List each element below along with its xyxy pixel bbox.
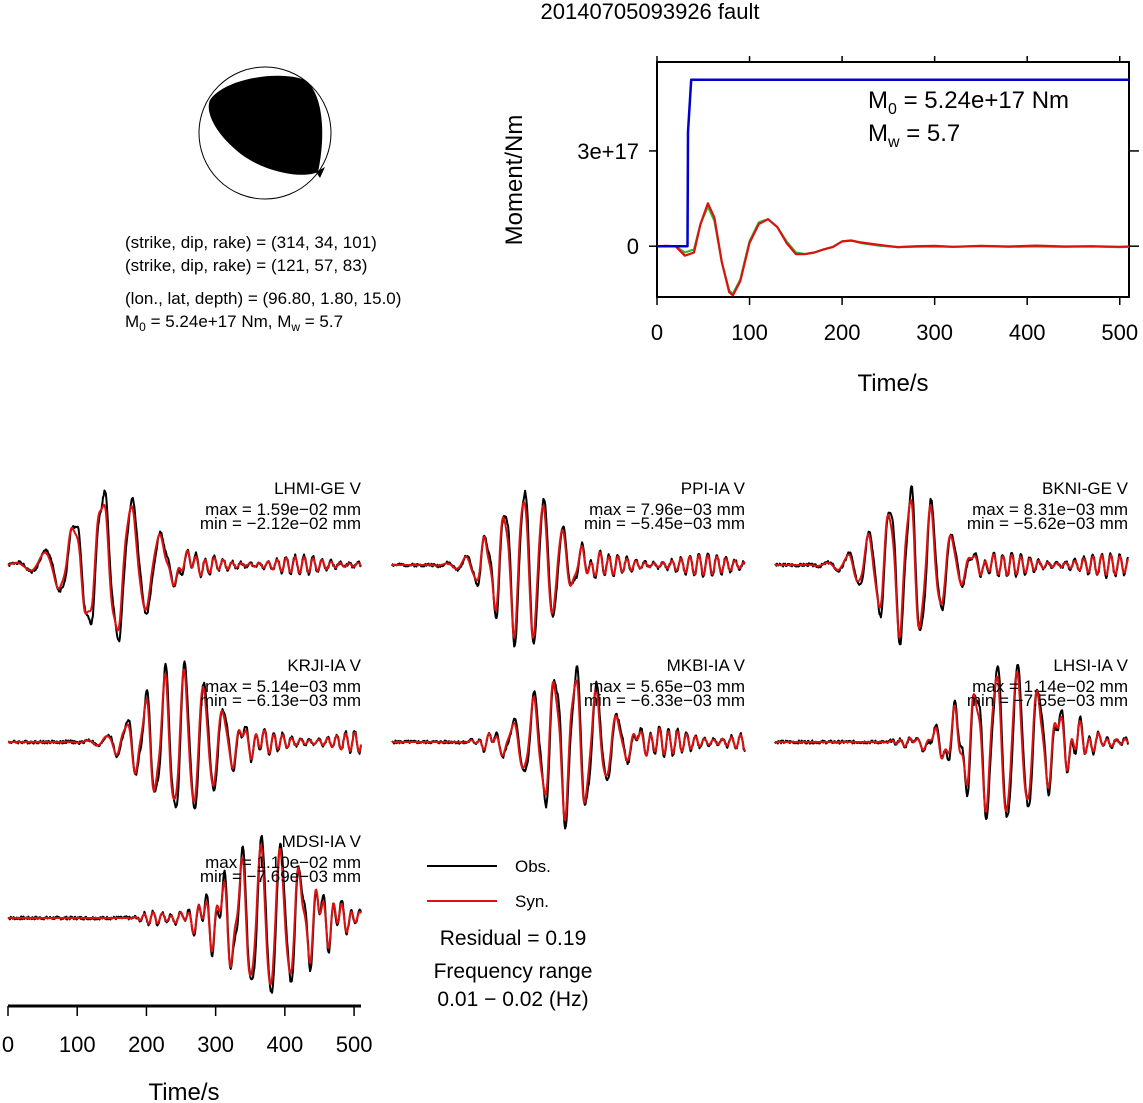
synthetic-trace [7,503,362,632]
station-min: min = −7.69e−03 mm [200,867,361,886]
waveform-xtick-label: 300 [197,1032,234,1057]
waveform-time-axis: 0 100 200 300 400 500 [2,1004,373,1057]
synthetic-trace [391,679,746,821]
moment-magnitude-summary: M0 = 5.24e+17 Nm, Mw = 5.7 [125,312,343,334]
moment-ylabel: Moment/Nm [501,115,528,246]
moment-xtick-label: 100 [731,320,768,345]
station-max: max = 1.10e−02 mm [205,853,361,872]
station-name: LHMI-GE V [274,479,362,498]
nodal-plane-2: (strike, dip, rake) = (121, 57, 83) [125,256,367,275]
station-min: min = −6.13e−03 mm [200,691,361,710]
station-name: MDSI-IA V [282,832,362,851]
station-max: max = 1.59e−02 mm [205,500,361,519]
moment-series-rate_green [657,205,1130,295]
moment-mw-annotation: Mw = 5.7 [868,120,960,151]
focal-mechanism-beachball [198,66,332,200]
waveform-xtick-label: 200 [128,1032,165,1057]
waveform-xlabel: Time/s [148,1079,219,1103]
station-name: LHSI-IA V [1053,656,1128,675]
synthetic-trace [391,501,746,639]
moment-ytick-label: 3e+17 [577,139,639,164]
station-name: KRJI-IA V [287,656,361,675]
moment-axes: 0 100 200 300 400 500 0 3e+17 [577,56,1139,345]
moment-series [656,78,1130,297]
station-name: BKNI-GE V [1042,479,1129,498]
moment-xtick-label: 200 [824,320,861,345]
station-max: max = 7.96e−03 mm [589,500,745,519]
station-min: min = −2.12e−02 mm [200,514,361,533]
event-location: (lon., lat, depth) = (96.80, 1.80, 15.0) [125,289,401,308]
station-max: max = 1.14e−02 mm [972,677,1128,696]
synthetic-trace [7,668,362,803]
residual-value: Residual = 0.19 [440,927,587,950]
station-max: max = 5.14e−03 mm [205,677,361,696]
station-max: max = 5.65e−03 mm [589,677,745,696]
station-name: PPI-IA V [681,479,746,498]
nodal-plane-1: (strike, dip, rake) = (314, 34, 101) [125,233,377,252]
legend-synthetic-label: Syn. [515,892,549,911]
synthetic-trace [774,671,1129,813]
moment-xlabel: Time/s [857,370,928,397]
frequency-range-value: 0.01 − 0.02 (Hz) [437,988,588,1011]
beachball-compressional-quadrant [208,75,323,175]
moment-xtick-label: 400 [1009,320,1046,345]
figure-title: 20140705093926 fault [541,0,760,24]
station-min: min = −6.33e−03 mm [584,691,745,710]
frequency-range-title: Frequency range [434,960,593,983]
moment-ytick-label: 0 [627,234,639,259]
waveform-xtick-label: 0 [2,1032,14,1057]
station-min: min = −5.45e−03 mm [584,514,745,533]
moment-plot-frame [656,61,1130,298]
station-min: min = −7.55e−03 mm [967,691,1128,710]
waveform-xtick-label: 400 [267,1032,304,1057]
moment-xtick-label: 0 [651,320,663,345]
moment-m0-annotation: M0 = 5.24e+17 Nm [868,87,1069,118]
synthetic-trace [7,844,362,986]
moment-series-rate_obs [656,202,1130,297]
synthetic-trace [774,498,1129,639]
moment-xtick-label: 300 [916,320,953,345]
station-min: min = −5.62e−03 mm [967,514,1128,533]
legend: Obs. Syn. Residual = 0.19 Frequency rang… [427,857,592,1011]
station-max: max = 8.31e−03 mm [972,500,1128,519]
waveform-xtick-label: 100 [59,1032,96,1057]
legend-observed-label: Obs. [515,857,551,876]
waveform-xtick-label: 500 [336,1032,373,1057]
moment-xtick-label: 500 [1101,320,1138,345]
moment-series-moment [657,78,1129,248]
station-name: MKBI-IA V [667,656,746,675]
